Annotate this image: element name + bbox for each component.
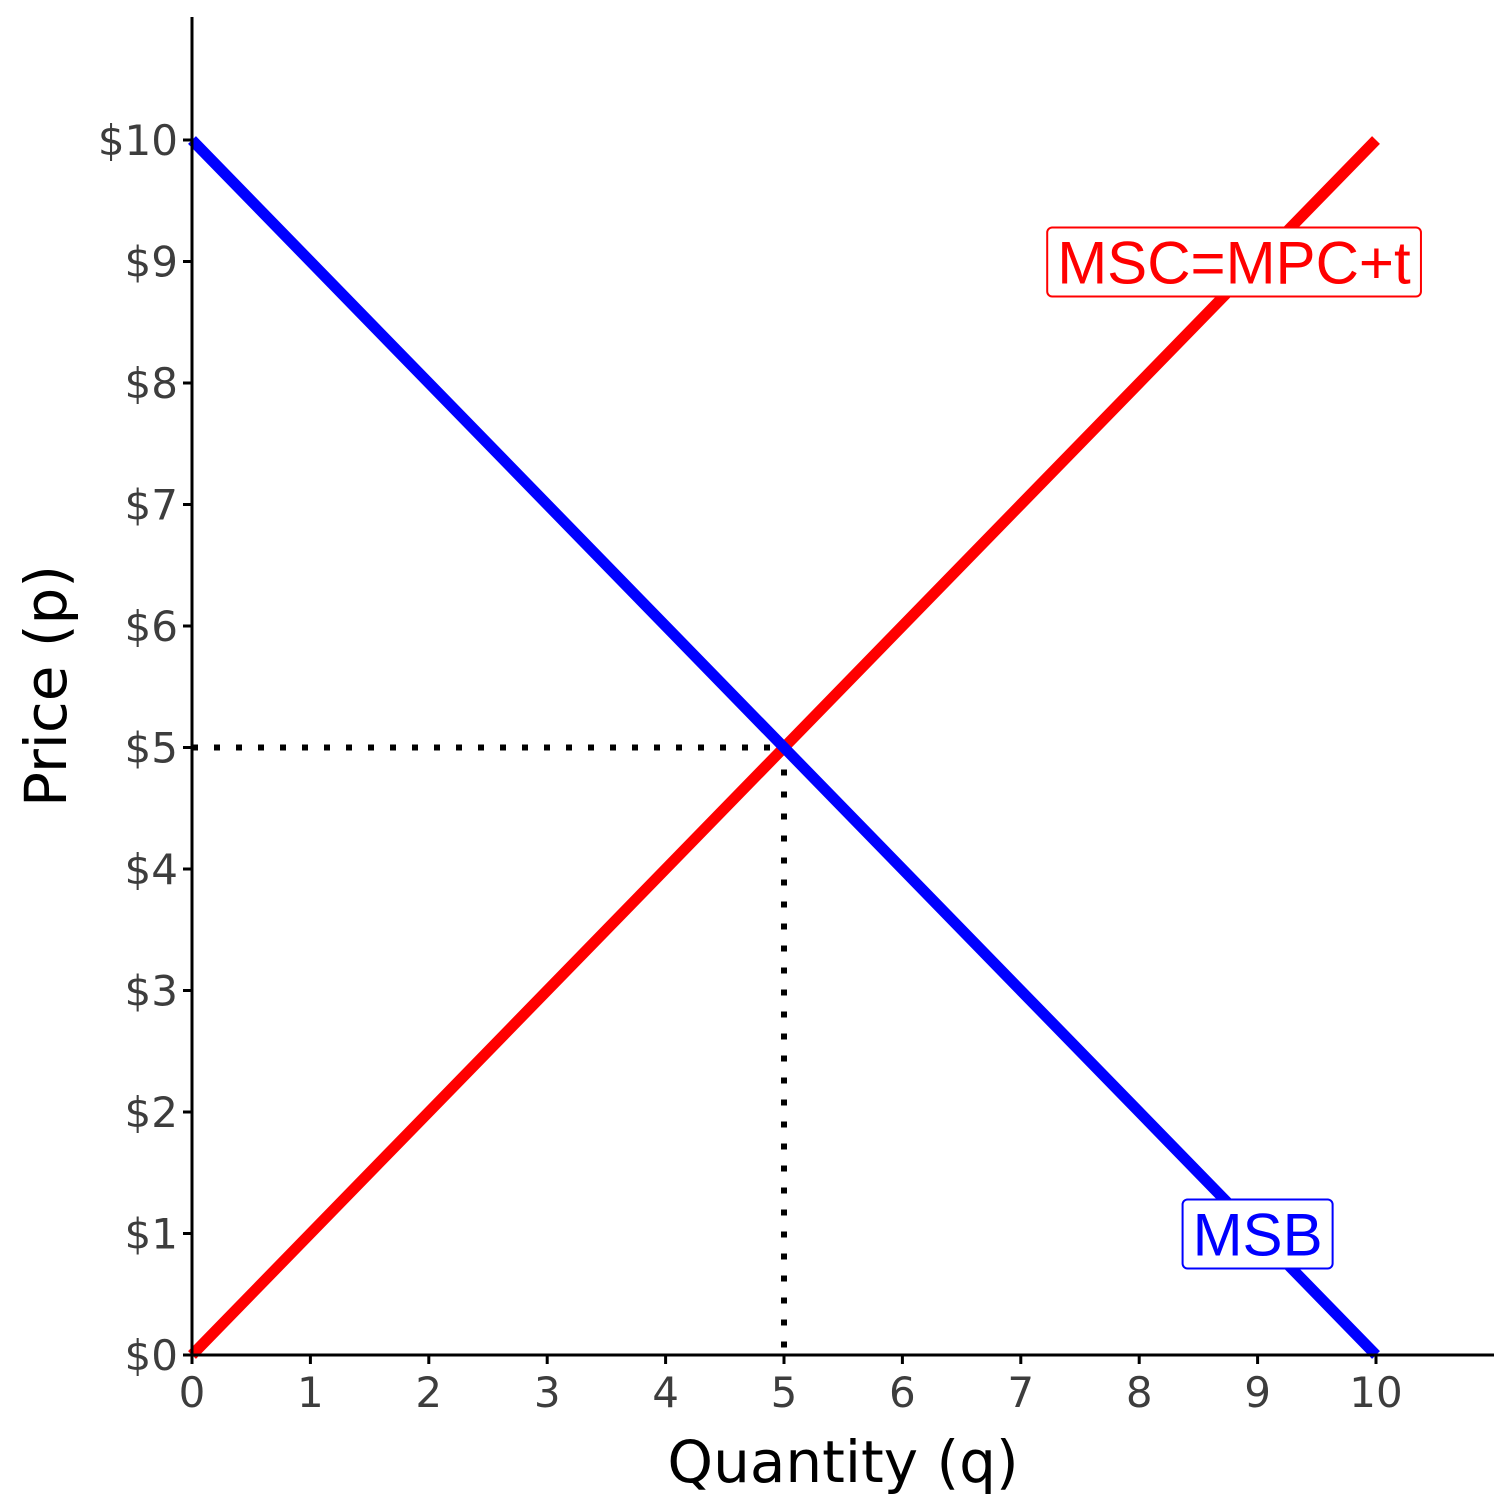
- curve-label-msb: MSB: [1181, 1198, 1334, 1270]
- axis-ticks: 0 1 2 3 4 5 6 7 8 9 10 $0 $1 $2 $3 $4 $5 $6 $7 $8 $9 $10: [98, 116, 1403, 1417]
- x-tick-label: 5: [771, 1368, 798, 1417]
- y-tick-label: $8: [125, 359, 178, 408]
- y-tick-label: $7: [125, 481, 178, 530]
- curve-label-msc: MSC=MPC+t: [1046, 226, 1422, 298]
- x-tick-label: 4: [652, 1368, 679, 1417]
- y-tick-label: $3: [125, 967, 178, 1016]
- x-tick-label: 9: [1244, 1368, 1271, 1417]
- x-tick-label: 6: [889, 1368, 916, 1417]
- series-line-msb: [188, 136, 1380, 1359]
- x-tick-label: 0: [179, 1368, 206, 1417]
- label-text: MSC=MPC+t: [1057, 230, 1411, 297]
- x-tick-label: 7: [1007, 1368, 1034, 1417]
- x-tick-label: 2: [415, 1368, 442, 1417]
- curve-labels: MSC=MPC+t MSB: [1046, 226, 1422, 1270]
- label-box: [1046, 226, 1422, 298]
- y-tick-label: $0: [125, 1331, 178, 1380]
- y-tick-label: $5: [125, 724, 178, 773]
- y-tick-label: $2: [125, 1088, 178, 1137]
- x-axis-title: Quantity (q): [667, 1428, 1018, 1496]
- x-tick-label: 3: [534, 1368, 561, 1417]
- x-tick-label: 10: [1349, 1368, 1402, 1417]
- y-tick-label: $9: [125, 238, 178, 287]
- y-tick-label: $1: [125, 1210, 178, 1259]
- y-tick-label: $4: [125, 845, 178, 894]
- x-tick-label: 1: [297, 1368, 324, 1417]
- y-tick-label: $10: [98, 116, 178, 165]
- equilibrium-reference-lines: [192, 744, 787, 1355]
- series-lines: [188, 136, 1380, 1359]
- y-tick-label: $6: [125, 602, 178, 651]
- label-box: [1181, 1198, 1334, 1270]
- y-axis-title: Price (p): [12, 565, 80, 807]
- x-tick-label: 8: [1126, 1368, 1153, 1417]
- label-text: MSB: [1193, 1202, 1323, 1269]
